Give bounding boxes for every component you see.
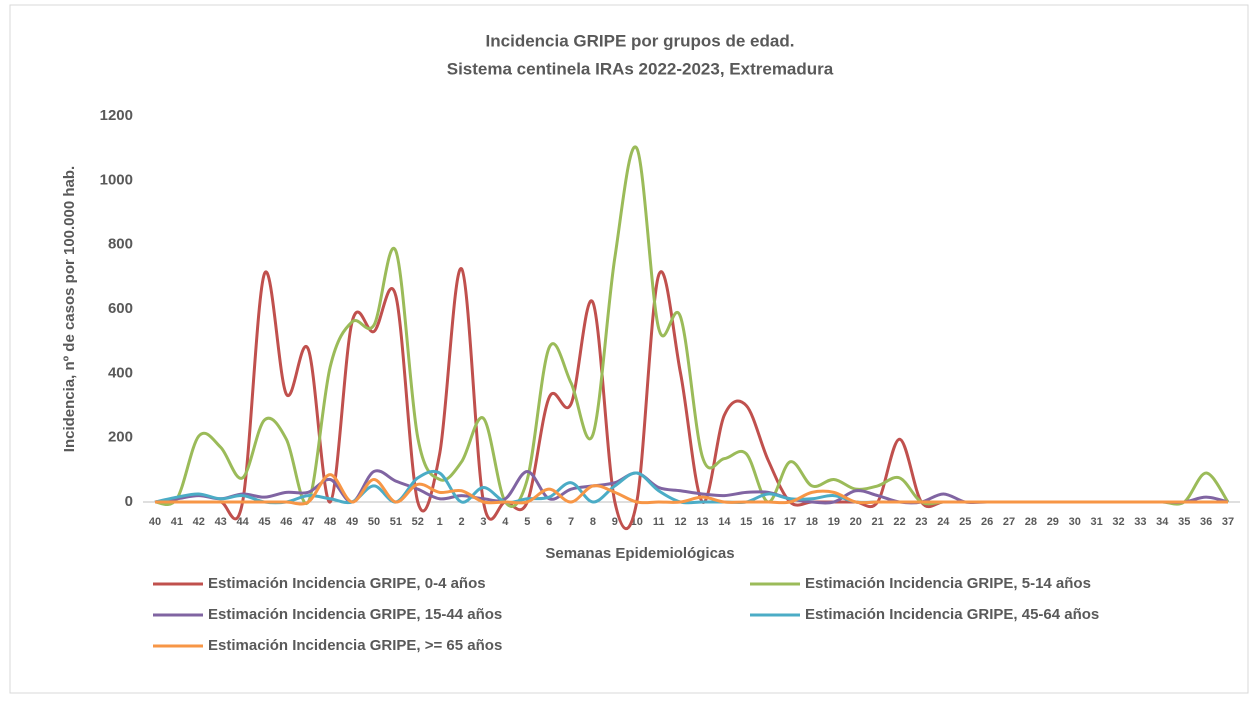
x-tick-label: 20 xyxy=(850,516,862,528)
series-line xyxy=(155,473,1228,506)
x-tick-label: 3 xyxy=(480,516,486,528)
x-tick-label: 32 xyxy=(1112,516,1124,528)
x-tick-label: 26 xyxy=(981,516,993,528)
x-tick-label: 30 xyxy=(1069,516,1081,528)
x-tick-label: 21 xyxy=(872,516,884,528)
x-tick-label: 9 xyxy=(612,516,618,528)
x-tick-label: 1 xyxy=(437,516,443,528)
legend-label: Estimación Incidencia GRIPE, 15-44 años xyxy=(208,606,502,623)
x-tick-label: 37 xyxy=(1222,516,1234,528)
x-tick-label: 27 xyxy=(1003,516,1015,528)
x-tick-label: 8 xyxy=(590,516,596,528)
x-tick-label: 47 xyxy=(302,516,314,528)
x-tick-label: 14 xyxy=(718,516,731,528)
x-tick-label: 49 xyxy=(346,516,358,528)
x-tick-label: 2 xyxy=(459,516,465,528)
x-tick-label: 28 xyxy=(1025,516,1037,528)
x-tick-label: 42 xyxy=(193,516,205,528)
x-tick-label: 18 xyxy=(806,516,818,528)
x-tick-label: 44 xyxy=(236,516,249,528)
y-tick-label: 400 xyxy=(108,364,133,381)
y-tick-label: 1200 xyxy=(100,107,133,124)
x-tick-label: 33 xyxy=(1134,516,1146,528)
x-tick-label: 15 xyxy=(740,516,752,528)
x-tick-label: 16 xyxy=(762,516,774,528)
x-tick-label: 43 xyxy=(215,516,227,528)
legend-label: Estimación Incidencia GRIPE, 45-64 años xyxy=(805,606,1099,623)
y-axis-label: Incidencia, nº de casos por 100.000 hab. xyxy=(61,166,78,452)
y-tick-label: 800 xyxy=(108,236,133,253)
x-tick-label: 11 xyxy=(653,516,665,528)
y-tick-label: 1000 xyxy=(100,171,133,188)
x-tick-label: 13 xyxy=(696,516,708,528)
chart-title: Incidencia GRIPE por grupos de edad. xyxy=(486,31,795,50)
x-tick-label: 12 xyxy=(674,516,686,528)
x-tick-label: 19 xyxy=(828,516,840,528)
x-tick-label: 36 xyxy=(1200,516,1212,528)
x-tick-label: 23 xyxy=(915,516,927,528)
y-tick-label: 600 xyxy=(108,300,133,317)
x-tick-label: 17 xyxy=(784,516,796,528)
x-tick-label: 6 xyxy=(546,516,552,528)
x-tick-label: 4 xyxy=(502,516,509,528)
y-tick-label: 200 xyxy=(108,429,133,446)
x-tick-label: 41 xyxy=(171,516,183,528)
x-tick-label: 48 xyxy=(324,516,336,528)
x-tick-label: 34 xyxy=(1156,516,1169,528)
x-tick-label: 24 xyxy=(937,516,950,528)
x-tick-label: 51 xyxy=(390,516,402,528)
x-tick-label: 25 xyxy=(959,516,971,528)
x-tick-label: 29 xyxy=(1047,516,1059,528)
x-tick-label: 52 xyxy=(412,516,424,528)
x-tick-label: 31 xyxy=(1090,516,1102,528)
x-tick-label: 45 xyxy=(258,516,270,528)
chart-subtitle: Sistema centinela IRAs 2022-2023, Extrem… xyxy=(447,59,834,78)
x-tick-label: 35 xyxy=(1178,516,1190,528)
chart-frame xyxy=(9,4,1249,694)
legend-label: Estimación Incidencia GRIPE, 0-4 años xyxy=(208,575,486,592)
x-tick-label: 50 xyxy=(368,516,380,528)
legend-label: Estimación Incidencia GRIPE, 5-14 años xyxy=(805,575,1091,592)
x-tick-label: 5 xyxy=(524,516,530,528)
x-tick-label: 7 xyxy=(568,516,574,528)
x-tick-label: 46 xyxy=(280,516,292,528)
x-axis-label: Semanas Epidemiológicas xyxy=(545,545,734,562)
x-tick-label: 40 xyxy=(149,516,161,528)
x-tick-label: 22 xyxy=(893,516,905,528)
legend-label: Estimación Incidencia GRIPE, >= 65 años xyxy=(208,637,502,654)
y-tick-label: 0 xyxy=(125,493,133,510)
